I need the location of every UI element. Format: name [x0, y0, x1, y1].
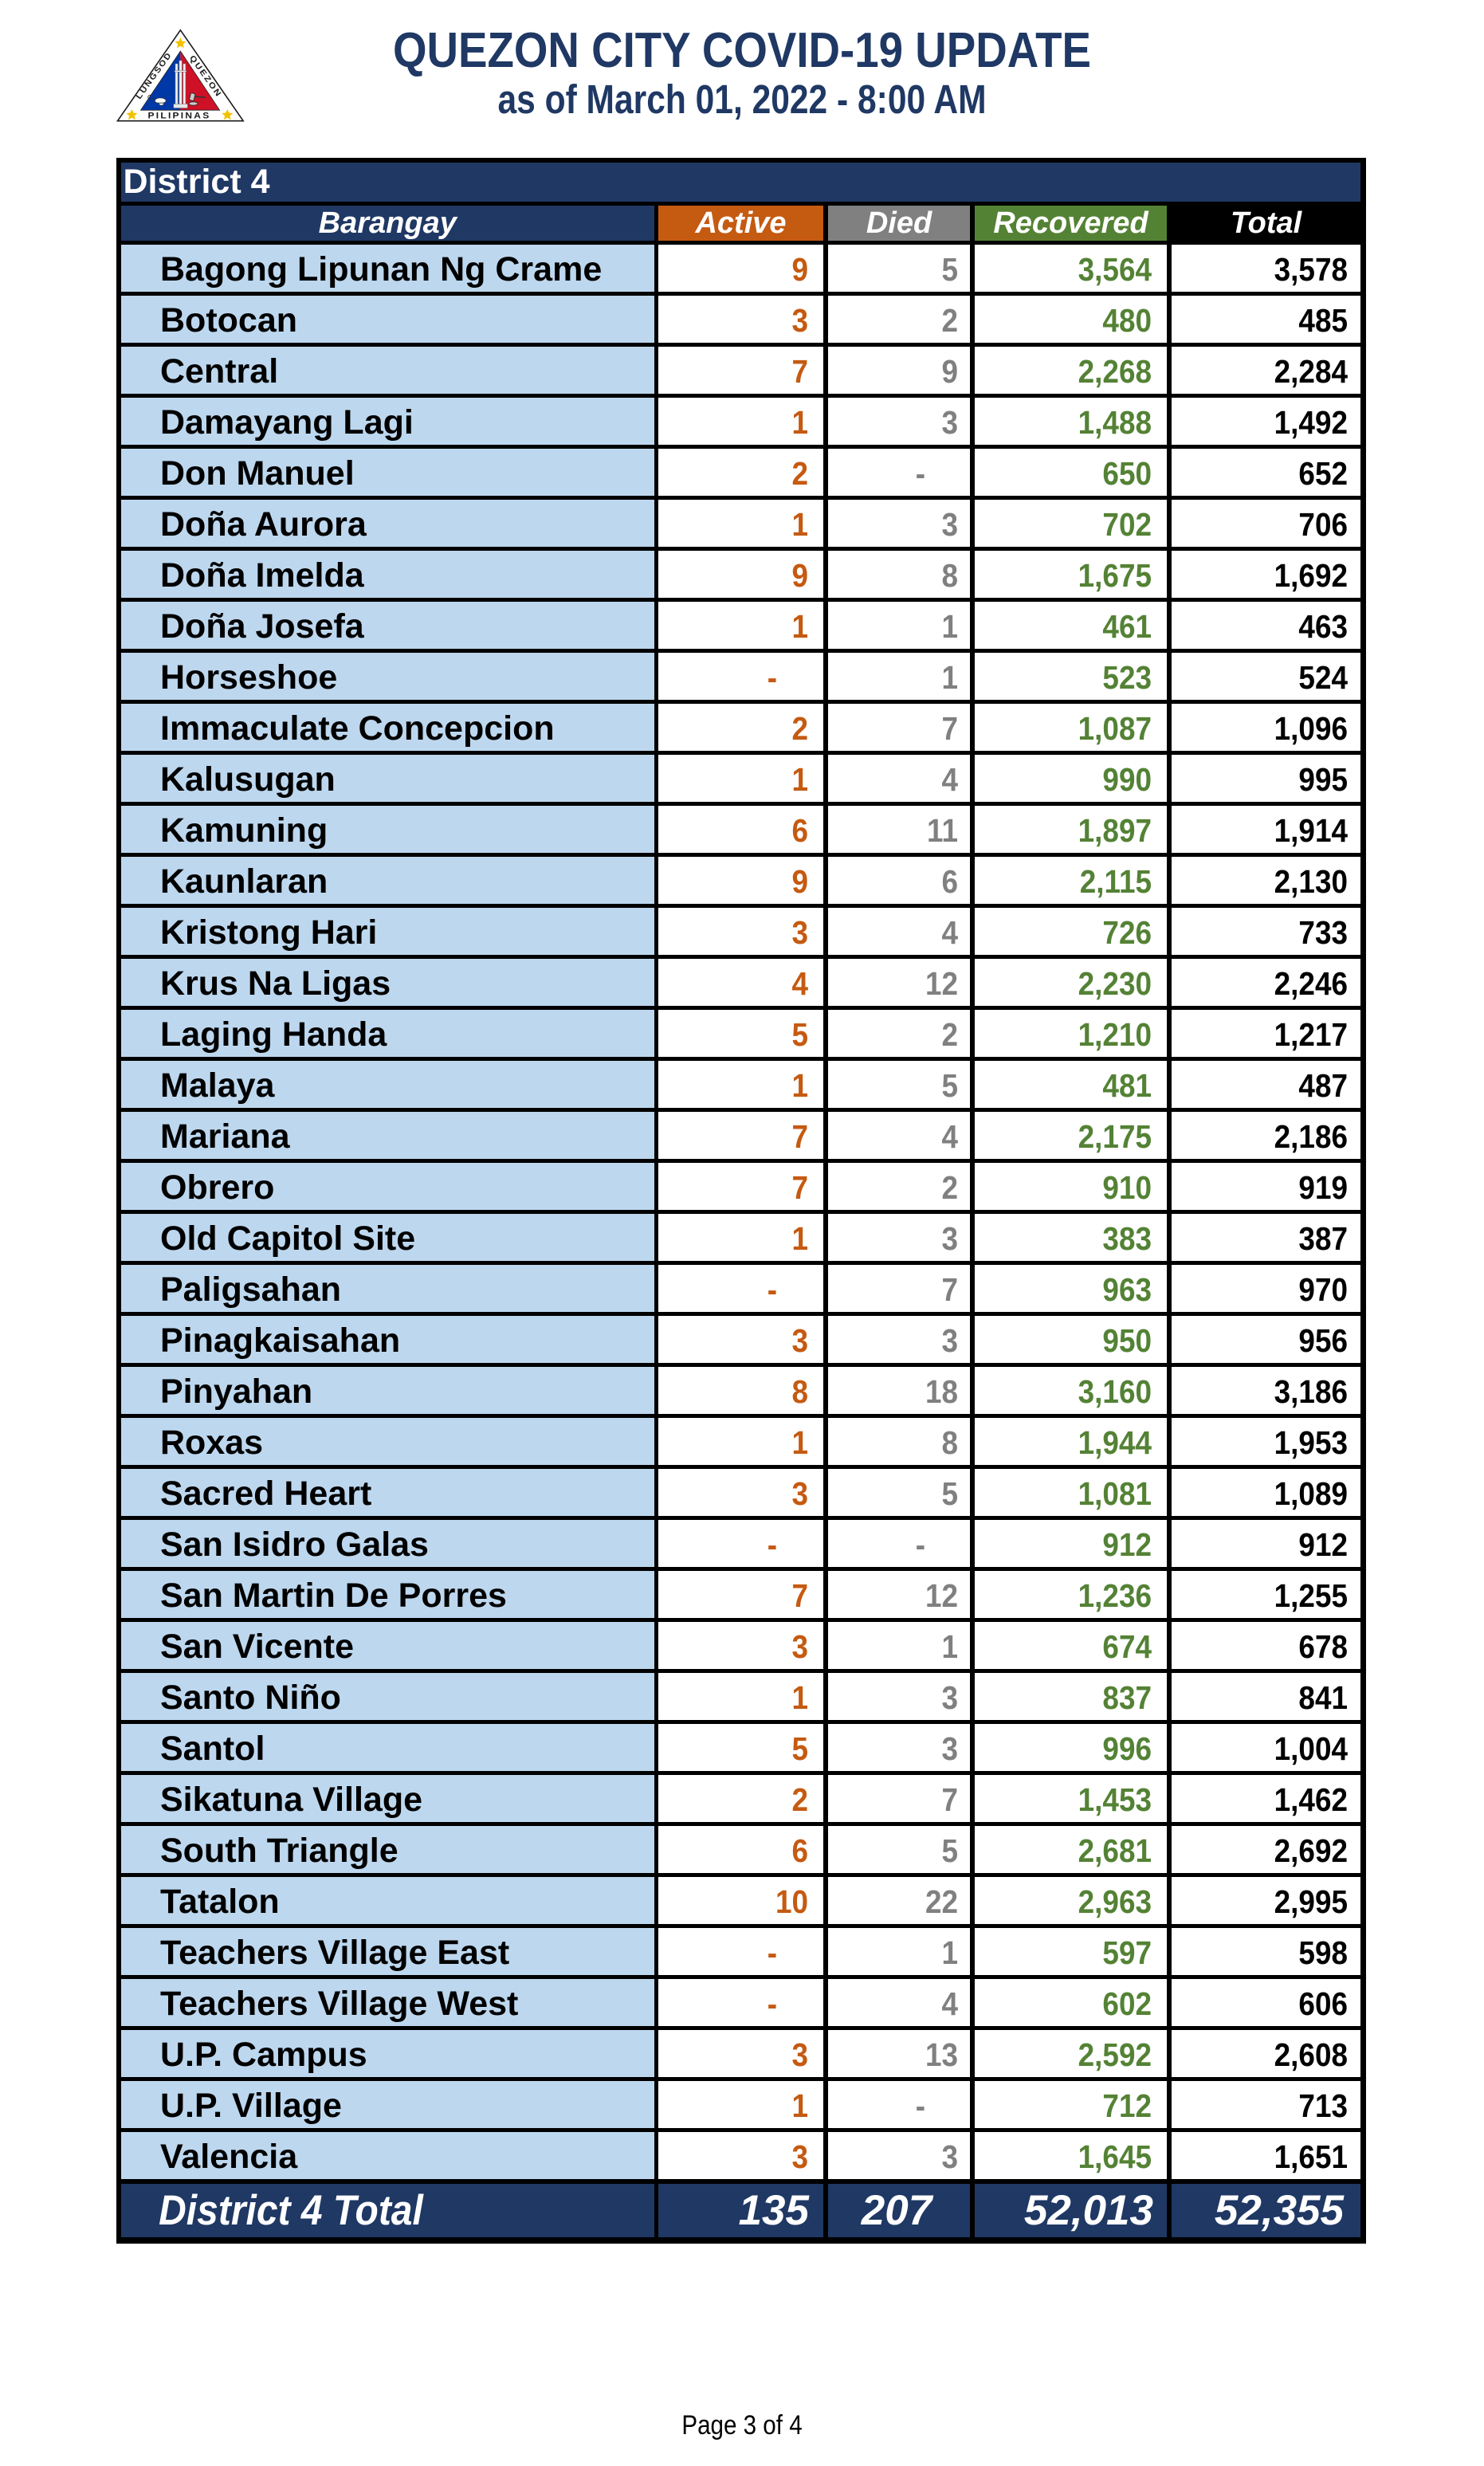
svg-text:PILIPINAS: PILIPINAS: [148, 111, 211, 120]
